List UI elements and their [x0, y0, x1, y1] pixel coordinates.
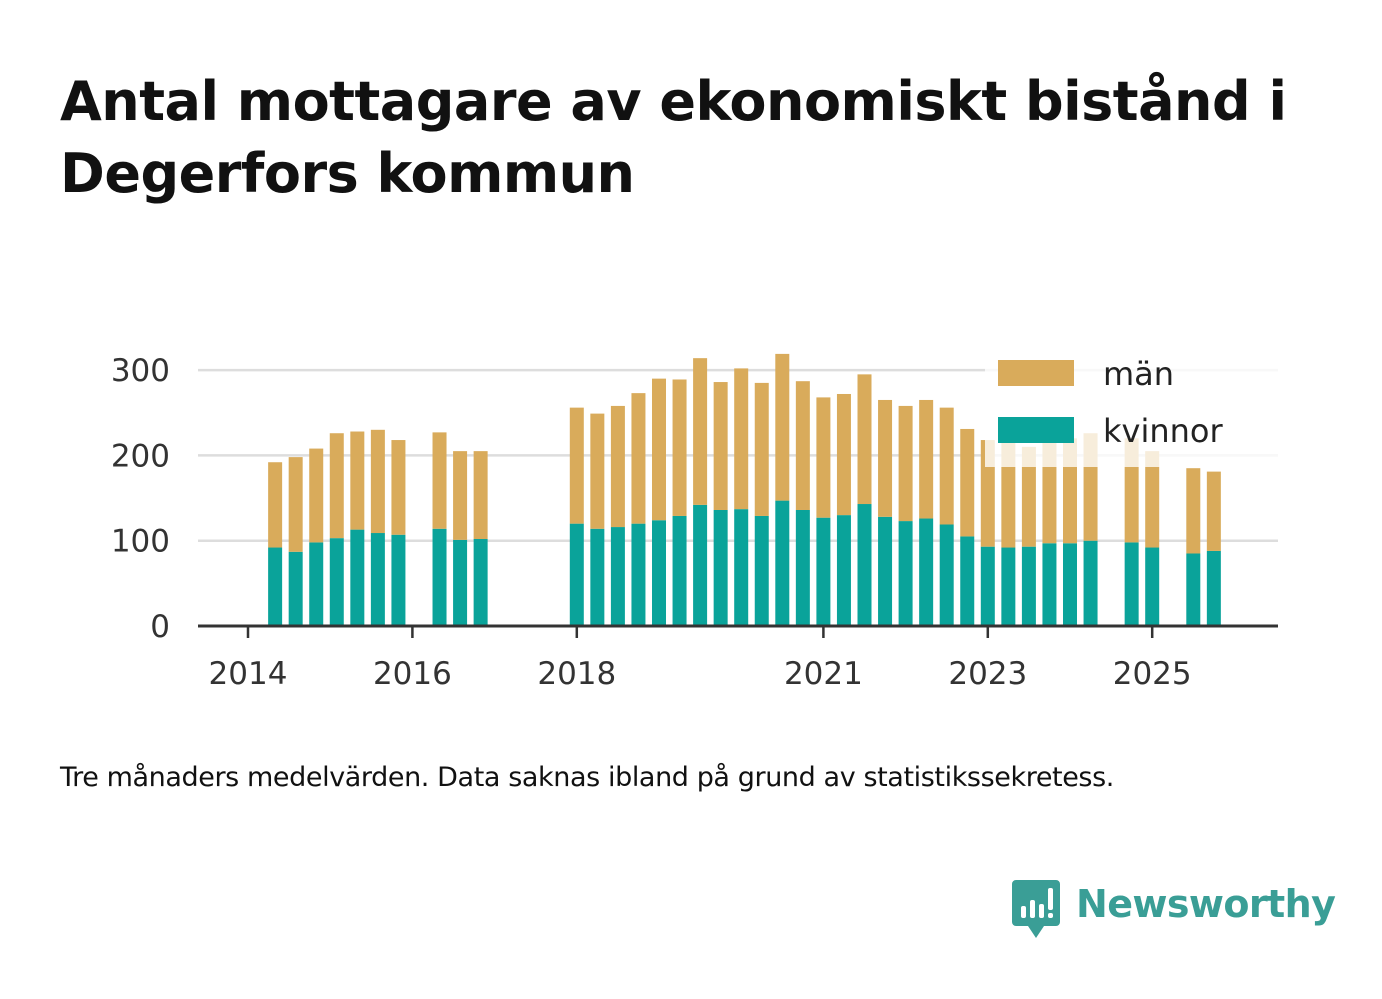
x-tick-label: 2023	[948, 656, 1027, 692]
bar-kvinnor	[1021, 546, 1036, 626]
legend: män kvinnor	[985, 345, 1278, 467]
bar-man	[1145, 451, 1160, 548]
bar-man	[795, 381, 810, 510]
x-tick-label: 2018	[537, 656, 616, 692]
bar-kvinnor	[268, 547, 283, 626]
bar-kvinnor	[350, 529, 365, 626]
bar-kvinnor	[288, 551, 303, 626]
bar-kvinnor	[1206, 550, 1221, 626]
bar-kvinnor	[1001, 547, 1016, 626]
chart-title: Antal mottagare av ekonomiskt bistånd i …	[60, 70, 1287, 205]
x-axis: 2014 2016 2018 2021 2023 2025	[198, 624, 1278, 692]
bar-kvinnor	[1186, 553, 1201, 626]
y-axis-ticks: 0 100 200 300	[111, 353, 170, 645]
x-tick-label: 2021	[784, 656, 863, 692]
bar-kvinnor	[734, 509, 749, 626]
bar-kvinnor	[473, 538, 488, 626]
legend-swatch-men	[998, 360, 1074, 386]
bar-man	[898, 405, 913, 522]
bar-kvinnor	[898, 521, 913, 626]
bar-kvinnor	[836, 515, 851, 626]
x-tick-label: 2025	[1113, 656, 1192, 692]
bar-kvinnor	[857, 504, 872, 626]
bar-man	[878, 399, 893, 517]
bar-kvinnor	[1063, 543, 1077, 626]
y-tick-label: 300	[111, 353, 170, 389]
bar-kvinnor	[1145, 547, 1160, 626]
newsworthy-brand[interactable]: Newsworthy	[1010, 878, 1336, 942]
x-tick-label: 2016	[373, 656, 452, 692]
bar-kvinnor	[569, 523, 584, 626]
bar-man	[919, 399, 934, 519]
bar-man	[652, 378, 666, 521]
bar-man	[836, 393, 851, 516]
bar-man	[734, 368, 749, 510]
bar-kvinnor	[795, 509, 810, 626]
bar-man	[309, 448, 324, 543]
bar-kvinnor	[1042, 543, 1057, 626]
newsworthy-logo-icon	[1012, 880, 1060, 938]
bar-kvinnor	[432, 528, 447, 626]
legend-label-women: kvinnor	[1103, 412, 1224, 450]
legend-swatch-women	[998, 417, 1074, 443]
bar-man	[453, 451, 468, 540]
bar-kvinnor	[309, 542, 324, 626]
bar-kvinnor	[919, 518, 934, 626]
bar-man	[1206, 471, 1221, 551]
bar-kvinnor	[816, 517, 831, 626]
bar-kvinnor	[610, 527, 625, 626]
bar-man	[713, 382, 728, 510]
bar-kvinnor	[754, 515, 769, 626]
bar-kvinnor	[391, 534, 406, 626]
stacked-bar-chart: 0 100 200 300 2014 2016 2018 2021 2023 2025 män …	[110, 345, 1278, 692]
bar-man	[631, 393, 646, 524]
bar-kvinnor	[1124, 542, 1139, 626]
bar-man	[288, 457, 303, 552]
bar-man	[329, 433, 344, 539]
bar-kvinnor	[775, 500, 790, 626]
x-tick-label: 2014	[209, 656, 288, 692]
bar-kvinnor	[370, 533, 385, 626]
bar-man	[857, 374, 872, 505]
bar-man	[960, 428, 975, 537]
bar-kvinnor	[939, 524, 954, 626]
bar-man	[432, 432, 447, 529]
bar-kvinnor	[980, 546, 995, 626]
bar-man	[693, 358, 708, 505]
bar-kvinnor	[329, 538, 344, 626]
bar-man	[1021, 446, 1036, 547]
bar-kvinnor	[590, 528, 605, 626]
bar-man	[939, 407, 954, 525]
footnote: Tre månaders medelvärden. Data saknas ib…	[60, 762, 1114, 793]
y-tick-label: 200	[111, 438, 170, 474]
bar-man	[268, 462, 283, 548]
bar-man	[754, 382, 769, 516]
bar-kvinnor	[631, 523, 646, 626]
bar-kvinnor	[713, 509, 728, 626]
brand-name: Newsworthy	[1076, 882, 1336, 926]
bar-man	[1001, 440, 1016, 548]
bar-kvinnor	[1083, 540, 1098, 626]
bar-man	[610, 405, 625, 528]
bar-kvinnor	[960, 536, 975, 626]
bar-man	[590, 413, 605, 529]
y-tick-label: 0	[150, 609, 170, 645]
legend-label-men: män	[1103, 355, 1174, 393]
bar-kvinnor	[878, 516, 893, 626]
bar-man	[569, 407, 584, 524]
bar-man	[473, 451, 488, 539]
bar-man	[672, 379, 687, 516]
bar-man	[816, 397, 831, 518]
bar-kvinnor	[453, 539, 468, 626]
bar-man	[391, 440, 406, 535]
bars	[268, 353, 1221, 626]
bar-kvinnor	[672, 515, 687, 626]
bar-man	[775, 353, 790, 501]
bar-man	[350, 431, 365, 530]
bar-man	[1186, 468, 1201, 554]
bar-kvinnor	[652, 520, 666, 626]
bar-kvinnor	[693, 504, 708, 626]
bar-man	[370, 429, 385, 534]
y-tick-label: 100	[111, 524, 170, 560]
